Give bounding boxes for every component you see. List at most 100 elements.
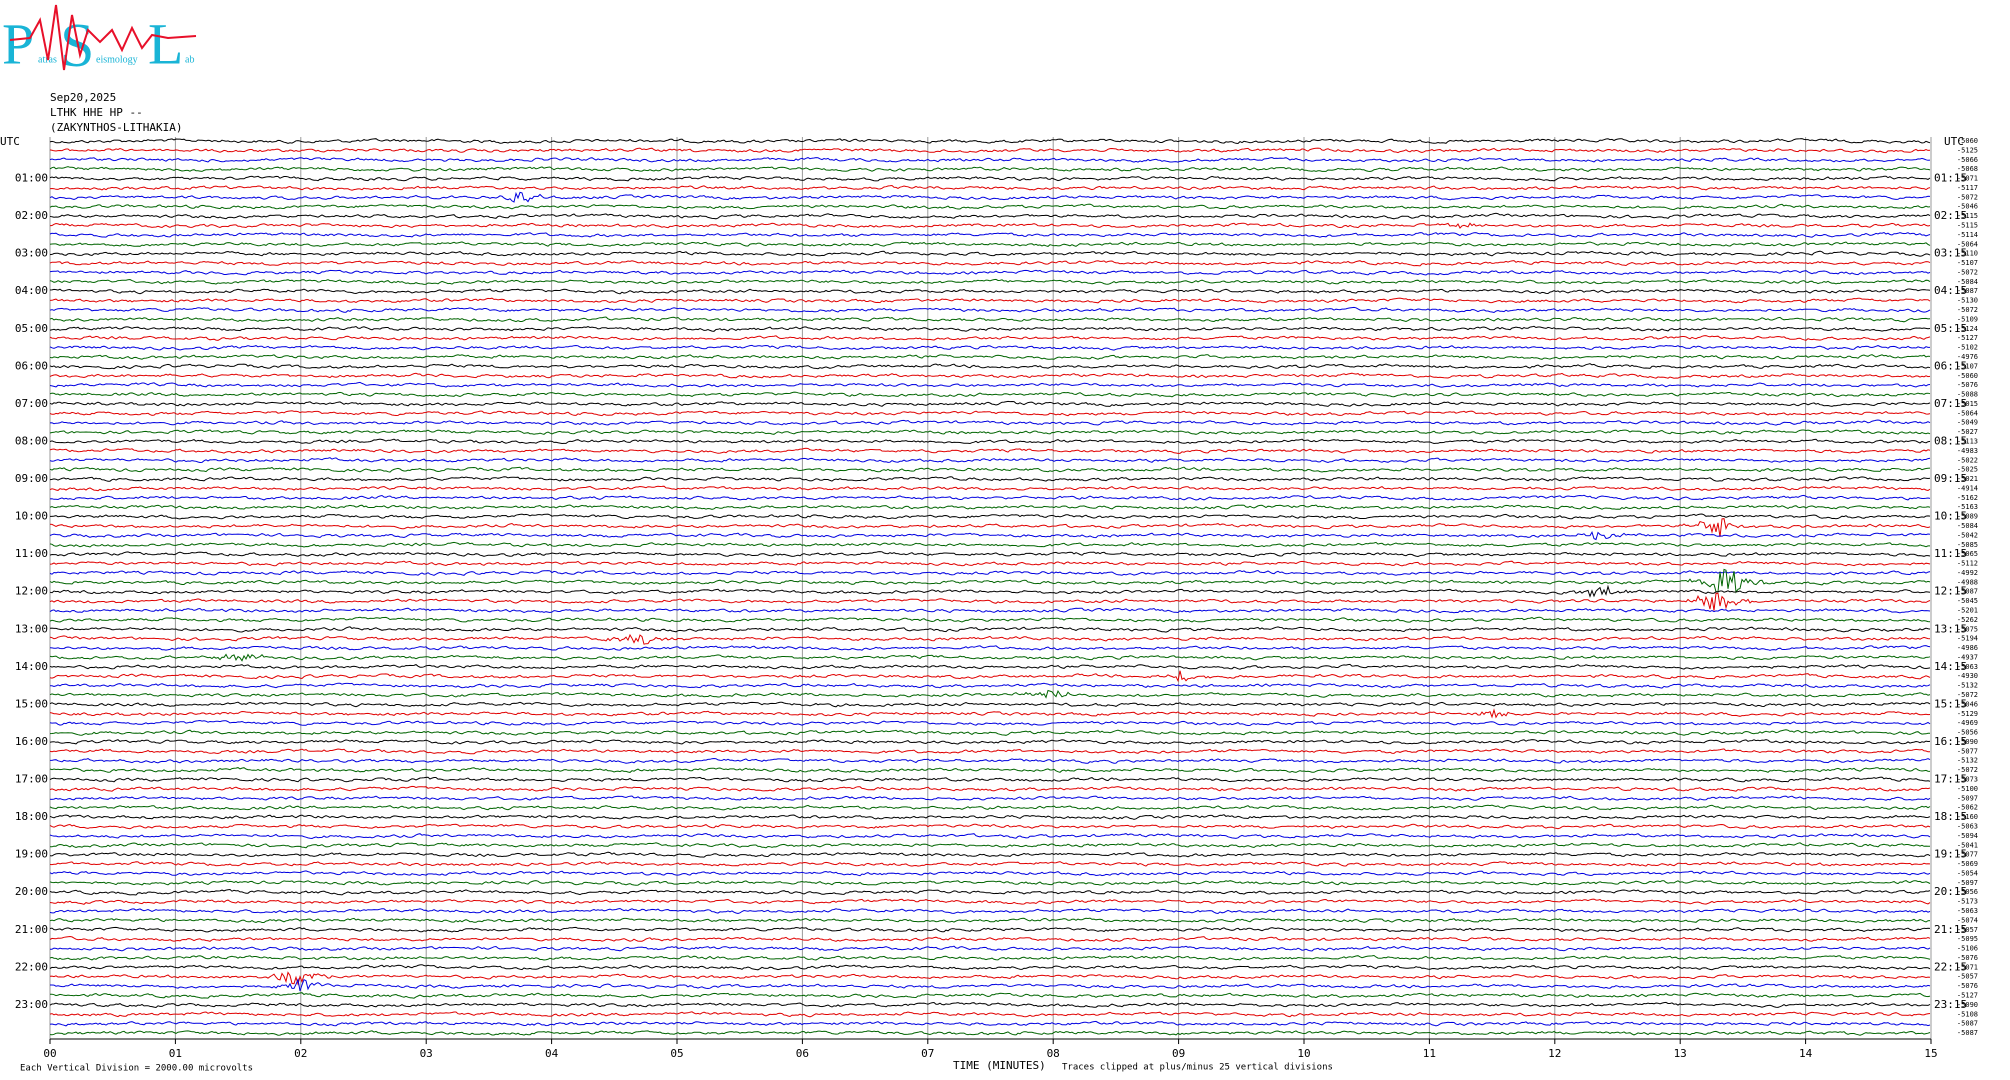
trace — [49, 832, 1931, 840]
division-note: Each Vertical Division = 2000.00 microvo… — [20, 1064, 253, 1074]
hour-label-left: 17:00 — [15, 773, 48, 786]
trace — [49, 964, 1931, 971]
trace — [50, 513, 1931, 520]
trace — [49, 184, 1931, 191]
offset-label: -5115 — [1957, 212, 1978, 220]
trace — [50, 977, 1931, 992]
offset-label: -5085 — [1957, 541, 1978, 549]
trace — [49, 175, 1931, 182]
x-tick-label: 03 — [420, 1047, 433, 1060]
trace — [49, 888, 1931, 896]
trace — [49, 381, 1931, 388]
offset-label: -5072 — [1957, 306, 1978, 314]
offset-label: -5130 — [1957, 297, 1978, 305]
x-tick-label: 11 — [1423, 1047, 1436, 1060]
hour-label-right: 21:15 — [1934, 923, 1967, 936]
offset-label: -5025 — [1957, 466, 1978, 474]
offset-label: -5090 — [1957, 1001, 1978, 1009]
offset-label: -5063 — [1957, 822, 1978, 830]
trace — [49, 269, 1931, 276]
offset-label: -5262 — [1957, 616, 1978, 624]
hour-label-left: 06:00 — [15, 359, 48, 372]
offset-label: -5060 — [1957, 137, 1978, 145]
offset-label: -4983 — [1957, 447, 1978, 455]
offset-label: -5057 — [1957, 926, 1978, 934]
hour-label-right: 16:15 — [1934, 735, 1967, 748]
trace — [49, 138, 1931, 145]
trace — [49, 297, 1931, 304]
offset-label: -5076 — [1957, 954, 1978, 962]
trace — [49, 584, 1931, 598]
trace — [49, 306, 1931, 314]
x-tick-label: 08 — [1047, 1047, 1060, 1060]
offset-label: -5112 — [1957, 560, 1978, 568]
logo: P S L atras eismology ab — [2, 4, 197, 80]
trace — [49, 1020, 1931, 1027]
hour-label-left: 15:00 — [15, 697, 48, 710]
logo-wave — [9, 4, 197, 71]
hour-label-right: 08:15 — [1934, 434, 1967, 447]
offset-label: -5064 — [1957, 409, 1978, 417]
offset-label: -5115 — [1957, 222, 1978, 230]
trace — [49, 935, 1931, 942]
hour-label-left: 07:00 — [15, 397, 48, 410]
hour-label-left: 23:00 — [15, 998, 48, 1011]
offset-label: -5084 — [1957, 278, 1978, 286]
trace — [49, 701, 1931, 708]
offset-label: -5065 — [1957, 550, 1978, 558]
trace — [49, 372, 1931, 379]
offset-label: -5072 — [1957, 268, 1978, 276]
trace — [49, 992, 1931, 999]
trace — [49, 518, 1931, 538]
trace — [49, 739, 1931, 745]
hour-label-right: 10:15 — [1934, 510, 1967, 523]
trace — [49, 325, 1931, 332]
offset-label: -5071 — [1957, 963, 1978, 971]
trace — [49, 670, 1931, 683]
hour-label-left: 20:00 — [15, 885, 48, 898]
trace — [49, 898, 1931, 905]
trace — [49, 344, 1930, 351]
offset-label: -4930 — [1957, 672, 1978, 680]
offset-label: -5109 — [1957, 315, 1978, 323]
hour-label-right: 20:15 — [1934, 885, 1967, 898]
offset-label: -5163 — [1957, 503, 1978, 511]
trace — [49, 147, 1931, 154]
offset-label: -4969 — [1957, 719, 1978, 727]
offset-label: -5062 — [1957, 804, 1978, 812]
offset-label: -5056 — [1957, 888, 1978, 896]
trace — [49, 316, 1931, 323]
hour-label-right: 11:15 — [1934, 547, 1967, 560]
x-tick-label: 14 — [1799, 1047, 1813, 1060]
trace — [49, 560, 1931, 567]
hour-label-left: 16:00 — [15, 735, 48, 748]
hour-label-left: 09:00 — [15, 472, 48, 485]
trace — [49, 907, 1931, 915]
trace — [49, 814, 1931, 820]
hour-label-right: 06:15 — [1934, 359, 1967, 372]
trace — [49, 633, 1931, 645]
offset-label: -5022 — [1957, 456, 1978, 464]
offset-label: -5107 — [1957, 362, 1978, 370]
offset-label: -5129 — [1957, 710, 1978, 718]
hour-label-right: 13:15 — [1934, 622, 1967, 635]
offset-label: -5021 — [1957, 475, 1978, 483]
x-tick-label: 07 — [921, 1047, 934, 1060]
offset-label: -4992 — [1957, 569, 1978, 577]
trace — [49, 682, 1931, 689]
trace — [49, 457, 1931, 464]
x-tick-label: 00 — [43, 1047, 56, 1060]
offset-label: -5094 — [1957, 832, 1978, 840]
trace — [49, 663, 1931, 670]
hour-label-left: 02:00 — [15, 209, 48, 222]
offset-label: -5071 — [1957, 175, 1978, 183]
hour-label-right: 01:15 — [1934, 172, 1967, 185]
offset-label: -5066 — [1957, 156, 1978, 164]
trace — [49, 626, 1931, 633]
trace — [49, 851, 1931, 858]
offset-label: -5162 — [1957, 494, 1978, 502]
offset-label: -5045 — [1957, 597, 1978, 605]
trace — [49, 278, 1931, 285]
trace — [49, 551, 1931, 558]
